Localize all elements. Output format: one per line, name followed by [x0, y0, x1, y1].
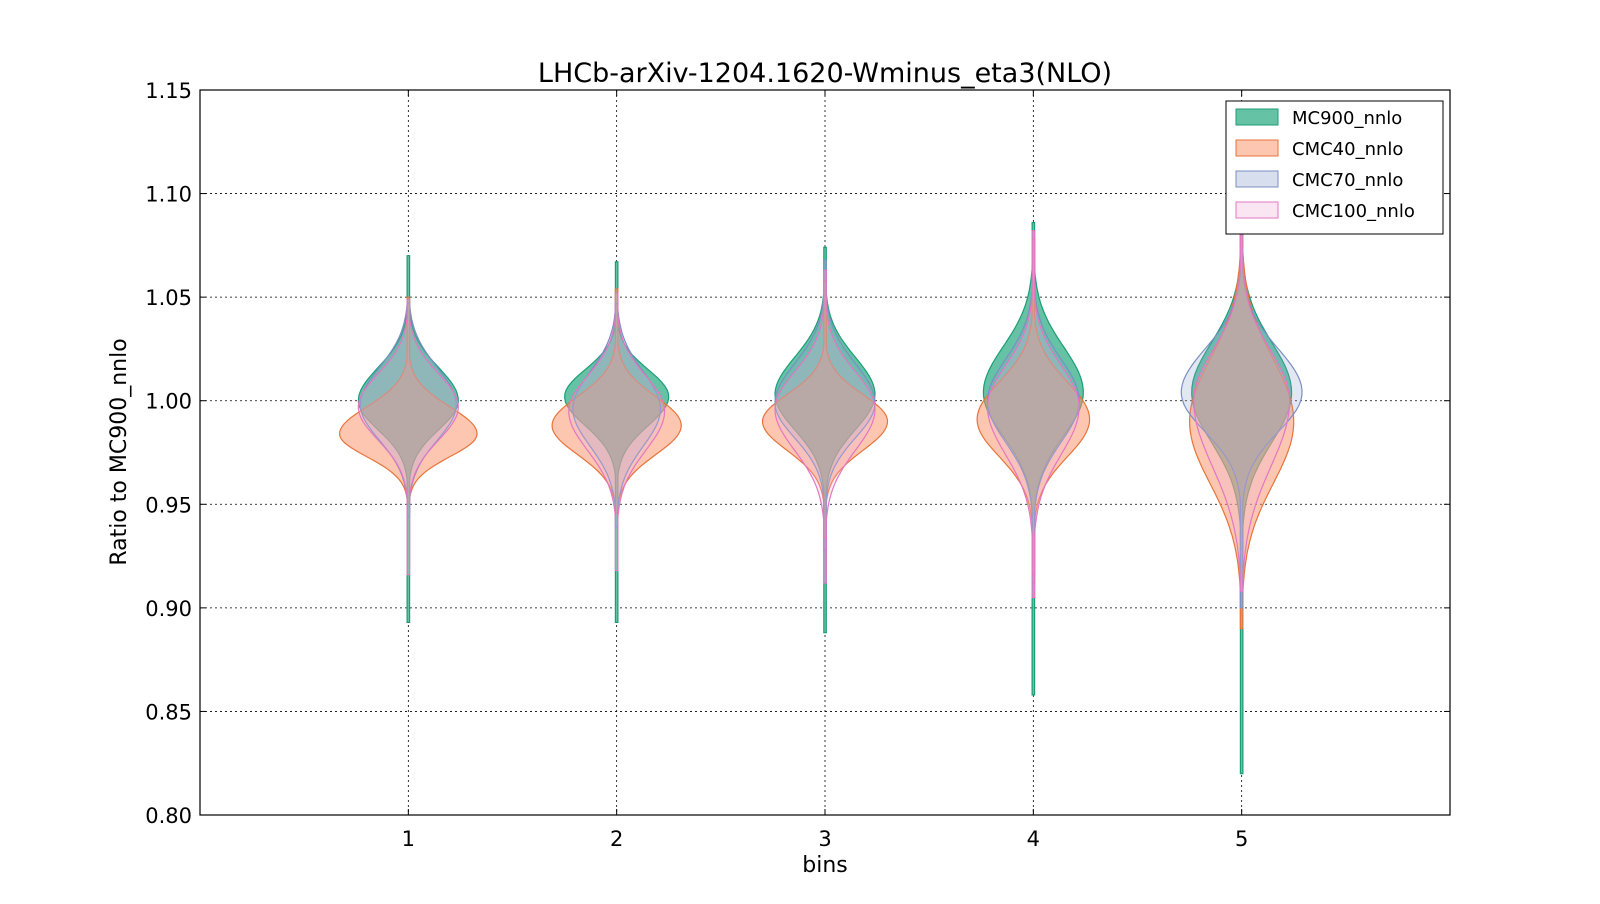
legend-label: CMC100_nnlo: [1292, 201, 1415, 222]
y-tick-label: 1.00: [145, 390, 192, 414]
series-CMC70_nnlo: [359, 161, 1303, 609]
x-tick-label: 3: [818, 827, 831, 851]
violin-CMC40_nnlo-bin-1: [338, 296, 478, 503]
x-tick-label: 5: [1235, 827, 1248, 851]
y-tick-label: 1.05: [145, 286, 192, 310]
chart-title: LHCb-arXiv-1204.1620-Wminus_eta3(NLO): [538, 58, 1112, 89]
legend-label: MC900_nnlo: [1292, 108, 1402, 129]
axis-ticks: 1 2 3 4 5 0.80 0.85 0.90 0.95 1.00 1.05 1.10 1.15: [145, 79, 1450, 851]
y-tick-label: 0.80: [145, 804, 192, 828]
x-tick-label: 2: [610, 827, 623, 851]
series-CMC40_nnlo: [338, 193, 1295, 630]
x-tick-label: 4: [1027, 827, 1040, 851]
violins: [338, 141, 1303, 775]
y-tick-label: 0.95: [145, 493, 192, 517]
violin-CMC100_nnlo-bin-3: [774, 269, 876, 584]
violin-CMC100_nnlo-bin-4: [986, 230, 1080, 599]
legend-swatch: [1235, 108, 1279, 126]
violin-CMC100_nnlo-bin-2: [568, 292, 666, 572]
legend-swatch: [1235, 139, 1279, 157]
y-tick-label: 0.90: [145, 597, 192, 621]
violin-CMC100_nnlo-bin-1: [357, 298, 459, 576]
legend-label: CMC40_nnlo: [1292, 139, 1403, 160]
legend-swatch: [1235, 201, 1279, 219]
violin-CMC40_nnlo-bin-2: [551, 288, 682, 514]
y-axis-label: Ratio to MC900_nnlo: [107, 338, 132, 565]
violin-CMC70_nnlo-bin-3: [774, 259, 876, 551]
legend: MC900_nnlo CMC40_nnlo CMC70_nnlo CMC100_nnl…: [1225, 100, 1444, 235]
x-tick-label: 1: [402, 827, 415, 851]
x-axis-label: bins: [802, 853, 847, 878]
y-tick-label: 1.15: [145, 79, 192, 103]
y-tick-label: 1.10: [145, 183, 192, 207]
legend-label: CMC70_nnlo: [1292, 170, 1403, 191]
y-tick-label: 0.85: [145, 700, 192, 724]
legend-swatch: [1235, 170, 1279, 188]
series-CMC100_nnlo: [357, 161, 1291, 599]
